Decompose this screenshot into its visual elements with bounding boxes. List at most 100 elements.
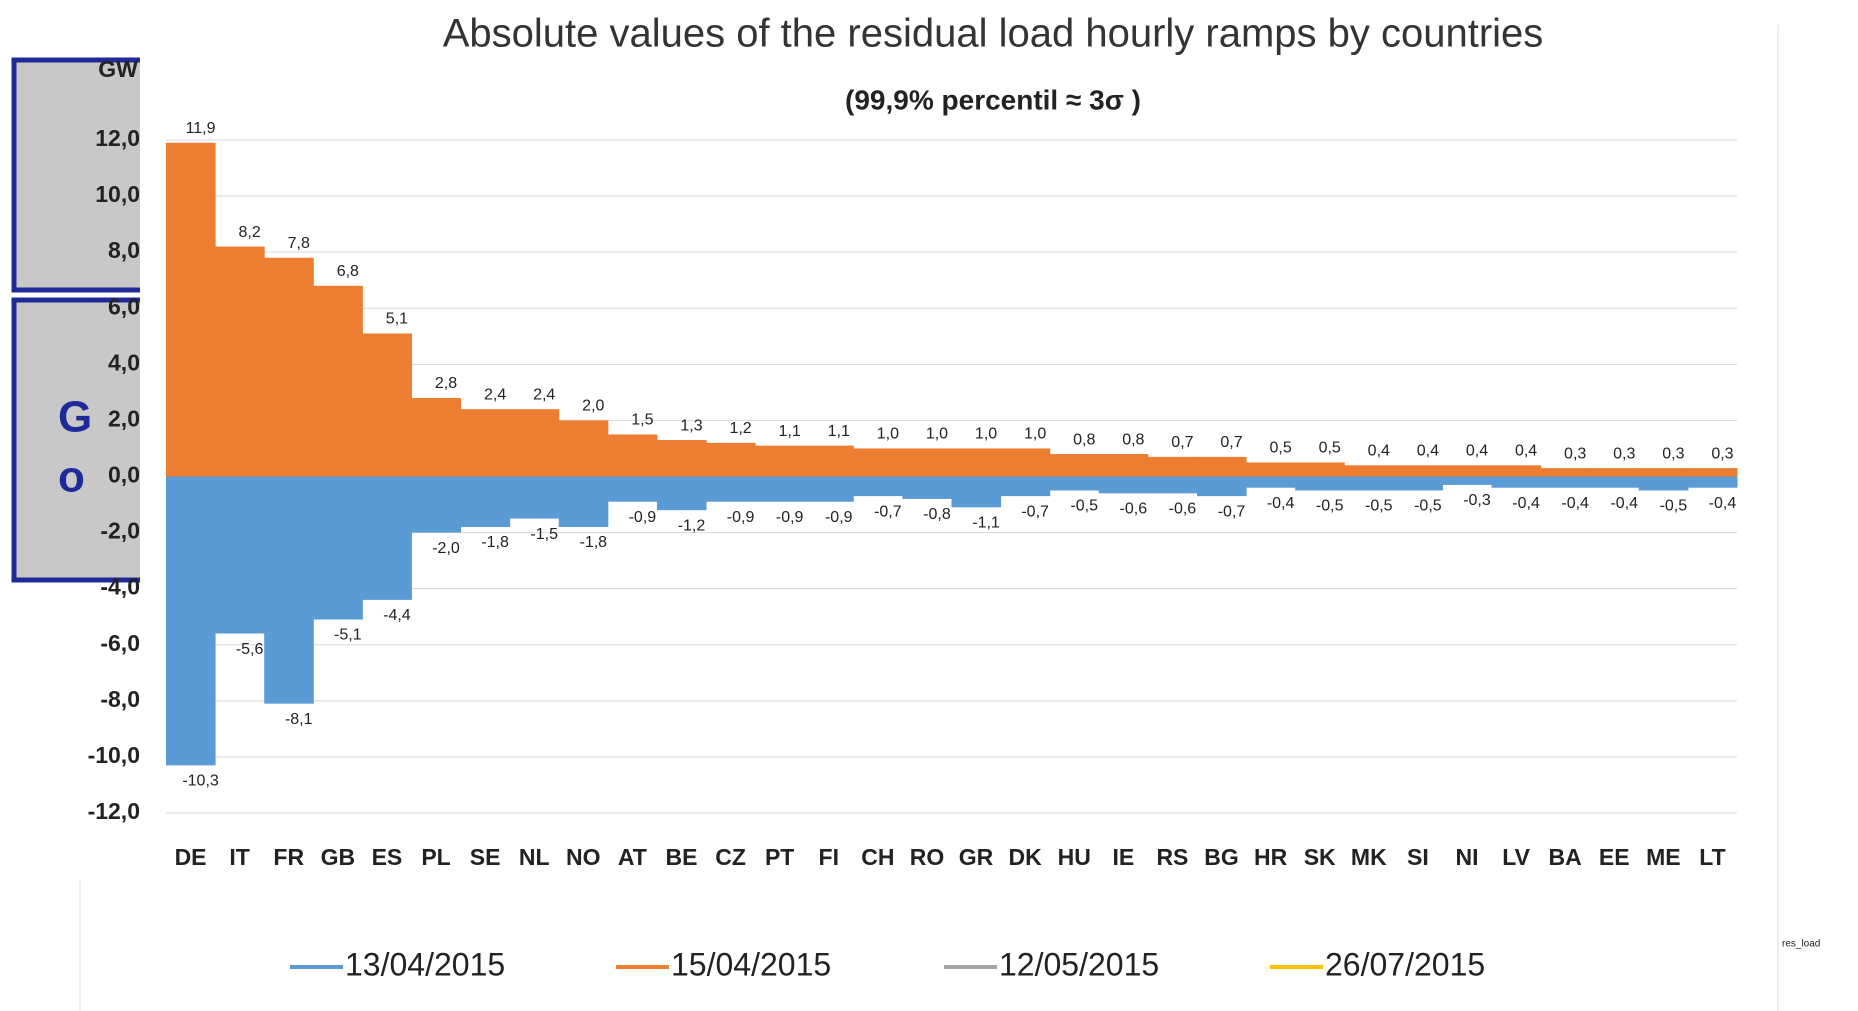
bar <box>1295 462 1345 477</box>
y-axis-label: GW <box>98 56 138 82</box>
x-tick-label: BG <box>1204 844 1239 870</box>
bar <box>362 333 412 477</box>
fragment: G <box>58 393 92 442</box>
value-label: 1,0 <box>926 426 948 443</box>
y-tick-label: -6,0 <box>100 630 140 656</box>
bar <box>1000 476 1051 497</box>
value-label: 0,4 <box>1417 443 1439 460</box>
bar <box>951 448 1002 477</box>
value-label: -0,5 <box>1660 498 1688 515</box>
y-tick-label: 4,0 <box>108 349 140 375</box>
bar <box>1589 468 1640 477</box>
x-tick-label: BA <box>1549 844 1582 870</box>
value-label: 7,8 <box>288 235 310 252</box>
y-tick-label: -2,0 <box>100 518 140 544</box>
background-box <box>11 297 157 583</box>
bar <box>1589 476 1640 488</box>
value-label: -0,9 <box>776 509 804 526</box>
value-label: -10,3 <box>182 773 219 790</box>
value-label: -0,7 <box>1218 503 1246 520</box>
bar <box>1295 476 1345 491</box>
value-label: -0,4 <box>1709 495 1737 512</box>
bar <box>264 257 314 477</box>
bar <box>706 442 756 477</box>
value-label: -1,8 <box>481 534 509 551</box>
bar <box>804 476 854 502</box>
value-label: -8,1 <box>285 711 313 728</box>
bar <box>264 476 314 704</box>
x-tick-label: SE <box>470 844 501 870</box>
bar <box>1540 468 1591 477</box>
bar <box>1344 465 1394 477</box>
x-tick-label: BE <box>666 844 698 870</box>
bar <box>1000 448 1051 477</box>
value-label: 0,4 <box>1466 443 1488 460</box>
chart-subtitle: (99,9% percentil ≈ 3σ ) <box>845 84 1141 115</box>
bar <box>313 285 363 477</box>
value-label: 6,8 <box>337 263 359 280</box>
value-label: -0,7 <box>1021 503 1049 520</box>
value-label: 1,5 <box>631 412 653 429</box>
bar <box>804 445 854 477</box>
legend-label: 26/07/2015 <box>1325 946 1485 982</box>
value-label: -0,9 <box>727 509 755 526</box>
x-tick-label: NL <box>519 844 550 870</box>
bar <box>853 448 903 477</box>
bar <box>1540 476 1591 488</box>
y-tick-label: 2,0 <box>108 405 140 431</box>
value-label: 1,2 <box>729 420 751 437</box>
value-label: 0,4 <box>1515 443 1537 460</box>
legend-label: 15/04/2015 <box>671 946 831 982</box>
value-label: -0,5 <box>1070 498 1098 515</box>
bar <box>1246 476 1296 488</box>
x-tick-label: SI <box>1407 844 1429 870</box>
bar <box>558 476 609 527</box>
x-tick-label: GB <box>321 844 356 870</box>
value-label: -2,0 <box>432 540 460 557</box>
chart-title: Absolute values of the residual load hou… <box>443 12 1544 56</box>
value-label: 1,0 <box>877 426 899 443</box>
value-label: 1,0 <box>975 426 997 443</box>
bar <box>166 142 216 477</box>
value-label: 0,8 <box>1073 431 1095 448</box>
x-tick-label: RS <box>1156 844 1188 870</box>
value-label: -1,2 <box>678 517 706 534</box>
value-label: 2,4 <box>533 386 555 403</box>
value-label: 0,3 <box>1613 445 1635 462</box>
value-label: -0,9 <box>825 509 853 526</box>
y-tick-label: 12,0 <box>95 125 140 151</box>
bar <box>1393 476 1443 491</box>
value-label: -5,1 <box>334 627 362 644</box>
bar <box>166 476 216 766</box>
y-tick-label: 6,0 <box>108 293 140 319</box>
value-label: 5,1 <box>386 311 408 328</box>
value-label: 0,4 <box>1368 443 1390 460</box>
bar <box>1098 476 1149 494</box>
x-tick-label: SK <box>1304 844 1336 870</box>
y-tick-label: -10,0 <box>88 742 140 768</box>
x-tick-label: PL <box>421 844 450 870</box>
x-tick-label: DK <box>1009 844 1043 870</box>
value-label: 0,3 <box>1662 445 1684 462</box>
value-label: -0,6 <box>1169 501 1197 518</box>
x-tick-label: NO <box>566 844 601 870</box>
bar <box>1687 476 1738 488</box>
value-label: -1,5 <box>530 526 558 543</box>
bar <box>1344 476 1394 491</box>
value-label: 2,0 <box>582 398 604 415</box>
x-tick-label: IE <box>1112 844 1134 870</box>
value-label: -0,4 <box>1267 495 1295 512</box>
x-tick-label: RO <box>910 844 945 870</box>
x-tick-label: HR <box>1254 844 1288 870</box>
bar <box>656 476 707 511</box>
value-label: -1,8 <box>580 534 608 551</box>
value-label: 0,5 <box>1319 440 1341 457</box>
bar <box>1638 468 1689 477</box>
bar <box>755 476 805 502</box>
bar <box>755 445 805 477</box>
value-label: 2,8 <box>435 375 457 392</box>
bar <box>607 476 658 502</box>
bar <box>656 440 707 477</box>
x-tick-label: DE <box>175 844 207 870</box>
value-label: 0,3 <box>1711 445 1733 462</box>
